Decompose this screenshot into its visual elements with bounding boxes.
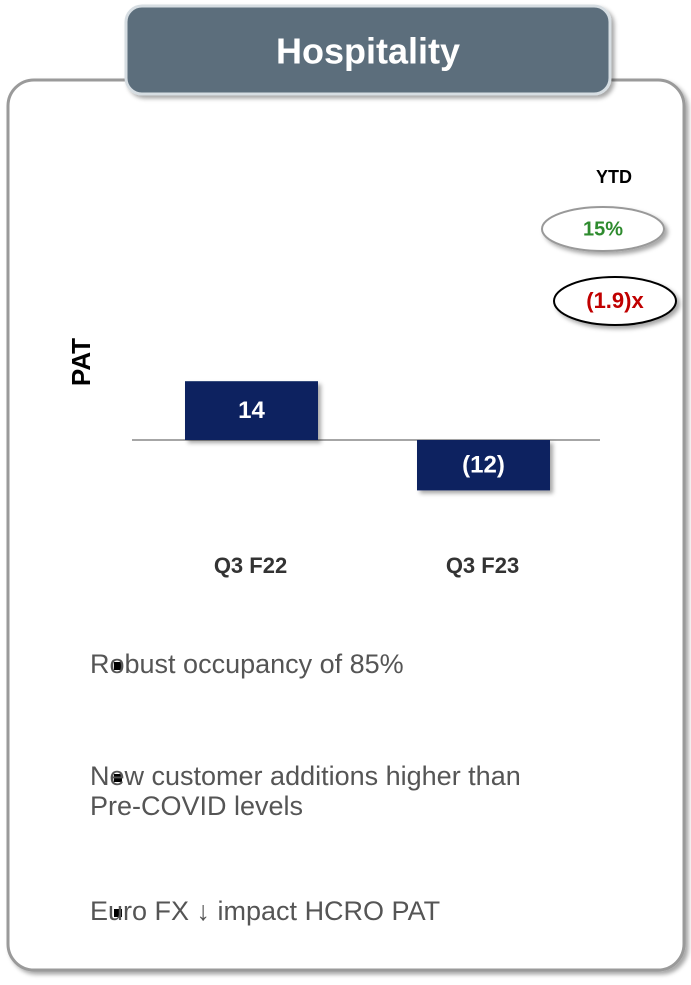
ytd-multiple-badge: [553, 276, 677, 326]
ytd-multiple: (1.9)x: [586, 288, 644, 313]
note-text: New customer additions higher than: [90, 761, 521, 791]
x-tick-label: Q3 F23: [446, 553, 519, 578]
ytd-growth: 15%: [583, 218, 623, 240]
y-axis-label: PAT: [66, 338, 96, 386]
ytd-growth-badge: [541, 206, 665, 252]
note-text: Euro FX ↓ impact HCRO PAT: [90, 896, 440, 926]
header-tab: [124, 4, 612, 96]
bar: [417, 440, 550, 491]
x-tick-label: Q3 F22: [214, 553, 287, 578]
bullet: [114, 774, 122, 782]
bullet: [114, 909, 122, 917]
bar: [185, 381, 318, 440]
ytd-label: YTD: [596, 167, 632, 187]
value-label: 14: [238, 397, 265, 424]
note-text: Pre-COVID levels: [90, 791, 303, 821]
chart-title: Hospitality: [276, 31, 460, 72]
bullet: [114, 662, 122, 670]
note-text: Robust occupancy of 85%: [90, 649, 404, 679]
value-label: (12): [462, 452, 505, 479]
